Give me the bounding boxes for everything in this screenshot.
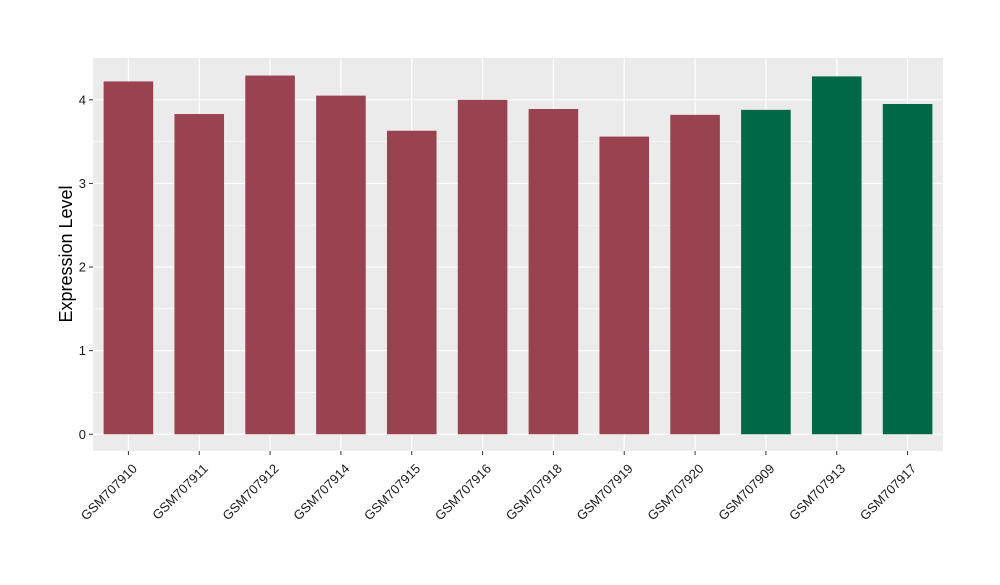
bar — [882, 103, 933, 435]
y-tick-label: 4 — [79, 92, 86, 107]
x-tick-label: GSM707916 — [432, 461, 494, 523]
bar — [316, 95, 366, 435]
x-tick-label: GSM707918 — [503, 461, 565, 523]
y-tick-label: 2 — [79, 260, 86, 275]
y-tick-label: 0 — [79, 427, 86, 442]
bars — [103, 75, 933, 435]
y-tick-label: 3 — [79, 176, 86, 191]
bar — [174, 114, 225, 435]
x-tick-label: GSM707911 — [149, 461, 211, 523]
x-tick-label: GSM707917 — [857, 461, 919, 523]
x-tick-label: GSM707915 — [361, 461, 423, 523]
plot-panel — [93, 58, 943, 451]
y-tick-label: 1 — [79, 343, 86, 358]
bar — [528, 109, 579, 435]
x-axis: GSM707910 GSM707911 GSM707912 GSM707914 GSM7… — [78, 451, 919, 523]
y-axis: 0 1 2 3 4 — [79, 92, 93, 442]
bar — [599, 136, 650, 435]
x-tick-label: GSM707910 — [78, 461, 140, 523]
bar — [245, 75, 295, 435]
bar — [670, 114, 720, 435]
bar — [386, 130, 437, 435]
grid-minor — [93, 141, 943, 393]
x-tick-label: GSM707914 — [290, 461, 352, 523]
y-axis-title: Expression Level — [56, 185, 76, 322]
x-tick-label: GSM707909 — [715, 461, 777, 523]
bar — [811, 76, 862, 435]
x-tick-label: GSM707913 — [786, 461, 848, 523]
x-tick-label: GSM707919 — [574, 461, 636, 523]
bar — [457, 99, 508, 435]
bar — [103, 81, 154, 435]
x-tick-label: GSM707912 — [219, 461, 281, 523]
bar — [741, 109, 791, 435]
x-tick-label: GSM707920 — [644, 461, 706, 523]
